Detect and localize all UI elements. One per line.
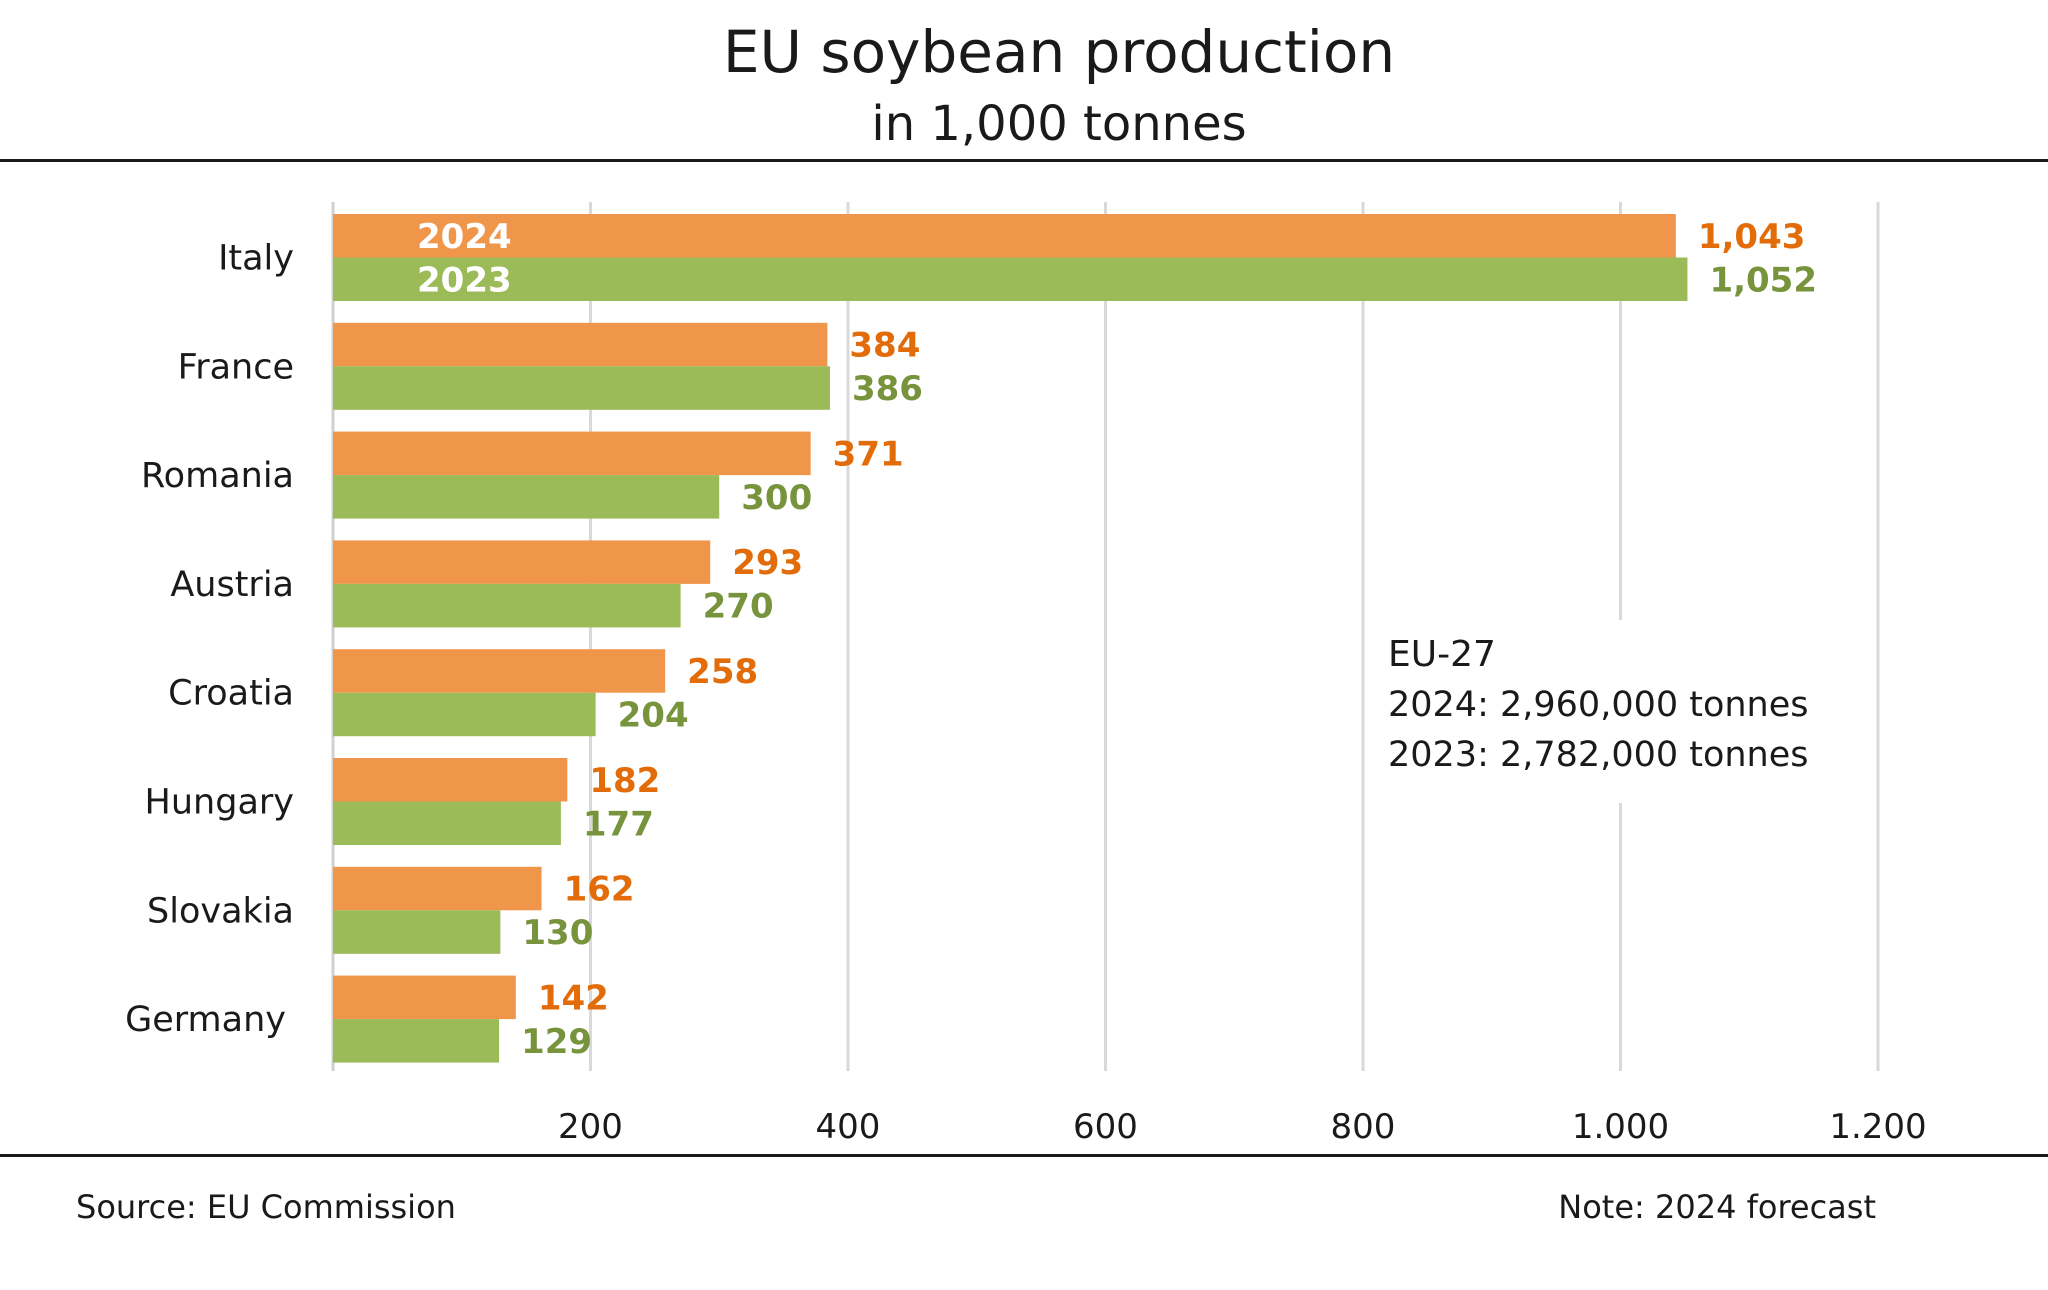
data-label: 1,052	[1709, 260, 1817, 300]
x-tick-label: 400	[816, 1107, 881, 1147]
data-label: 371	[833, 434, 904, 474]
x-tick-label: 800	[1331, 1107, 1396, 1147]
series-label: 2023	[417, 260, 512, 300]
bar-2023	[333, 692, 596, 737]
category-label: Croatia	[168, 674, 294, 714]
data-label: 258	[687, 652, 758, 692]
chart-subtitle: in 1,000 tonnes	[871, 96, 1247, 152]
category-label: Hungary	[145, 783, 294, 823]
bar-2023	[333, 801, 561, 845]
data-label: 142	[538, 978, 609, 1018]
category-label: Italy	[218, 239, 294, 279]
bar-2024	[333, 431, 811, 476]
bar-2024	[333, 975, 516, 1020]
bar-2023	[333, 257, 1688, 301]
data-label: 162	[564, 870, 635, 910]
data-label: 204	[618, 695, 689, 735]
data-label: 129	[521, 1022, 592, 1062]
x-tick-label: 600	[1073, 1107, 1138, 1147]
annotation-2024: 2024: 2,960,000 tonnes	[1388, 685, 1809, 725]
bar-2024	[333, 322, 828, 367]
data-label: 1,043	[1698, 217, 1806, 257]
bar-2023	[333, 475, 720, 519]
annotation-2023: 2023: 2,782,000 tonnes	[1388, 735, 1809, 775]
bottom-divider	[0, 1154, 2048, 1157]
top-divider	[0, 159, 2048, 162]
x-tick-label: 200	[558, 1107, 623, 1147]
category-label: Romania	[141, 456, 294, 496]
forecast-note: Note: 2024 forecast	[1558, 1188, 1876, 1226]
bar-2024	[333, 540, 711, 584]
x-tick-label: 1.200	[1829, 1107, 1926, 1147]
bar-2023	[333, 583, 681, 628]
bar-2024	[333, 866, 542, 911]
category-label: Germany	[125, 1000, 286, 1040]
annotation-heading: EU-27	[1388, 634, 1496, 675]
data-label: 300	[741, 478, 812, 518]
bar-2024	[333, 649, 666, 693]
data-label: 270	[703, 587, 774, 627]
data-label: 293	[732, 543, 803, 583]
x-tick-label: 1.000	[1572, 1107, 1669, 1147]
series-label: 2024	[417, 217, 512, 257]
bar-2023	[333, 1019, 500, 1063]
eu-total-annotation: EU-27 2024: 2,960,000 tonnes 2023: 2,782…	[1372, 620, 1832, 803]
data-label: 130	[522, 913, 593, 953]
data-label: 182	[589, 761, 660, 801]
bar-2024	[333, 214, 1676, 258]
chart-title: EU soybean production	[722, 18, 1396, 86]
bar-2023	[333, 910, 501, 954]
bar-2023	[333, 366, 830, 410]
data-label: 177	[583, 804, 654, 844]
source-note: Source: EU Commission	[76, 1188, 456, 1226]
data-label: 384	[849, 326, 920, 366]
bar-2024	[333, 758, 568, 802]
category-label: Austria	[170, 565, 294, 605]
category-label: Slovakia	[147, 891, 294, 931]
category-label: France	[178, 347, 294, 387]
data-label: 386	[852, 369, 923, 409]
